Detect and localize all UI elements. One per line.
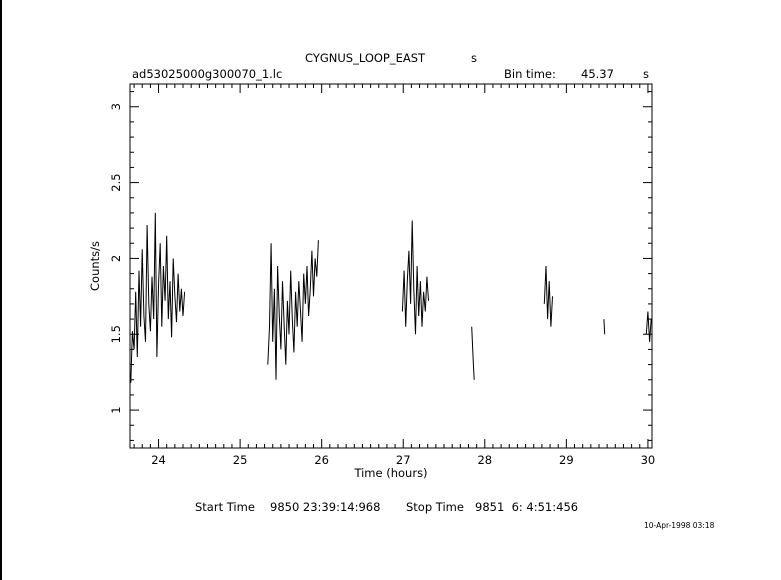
light-curve-segment-2 [267, 240, 319, 380]
y-tick-label: 2 [109, 255, 123, 262]
stop-time-value: 9851 6: 4:51:456 [475, 500, 579, 514]
bin-time-value: 45.37 [581, 67, 614, 81]
timestamp-stamp: 10-Apr-1998 03:18 [644, 521, 715, 530]
start-time-value: 9850 23:39:14:968 [270, 500, 381, 514]
window-left-border [0, 0, 2, 580]
bin-time-label: Bin time: [504, 67, 556, 81]
y-tick-label: 1 [109, 406, 123, 413]
x-tick-label: 26 [314, 453, 329, 467]
stop-time-label: Stop Time [406, 500, 464, 514]
object-title-unit: s [471, 51, 477, 65]
filename-label: ad53025000g300070_1.lc [132, 67, 283, 81]
data-series [130, 212, 652, 383]
object-title: CYGNUS_LOOP_EAST [305, 51, 426, 65]
x-tick-label: 30 [641, 453, 656, 467]
y-tick-label: 3 [109, 103, 123, 110]
y-tick-label: 2.5 [109, 173, 123, 191]
plot-frame [129, 83, 653, 449]
axis-ticks [130, 84, 652, 448]
x-tick-label: 29 [559, 453, 574, 467]
x-axis-label: Time (hours) [353, 466, 427, 480]
light-curve-segment-5 [543, 265, 553, 327]
y-tick-label: 1.5 [109, 325, 123, 343]
y-axis-label: Counts/s [88, 241, 102, 291]
light-curve-segment-3 [401, 220, 429, 335]
x-tick-label: 28 [477, 453, 492, 467]
x-tick-label: 27 [396, 453, 411, 467]
bin-time-unit: s [643, 67, 649, 81]
tick-labels: 24 25 26 27 28 29 30 1 1.5 2 2.5 3 [109, 103, 655, 467]
x-tick-label: 25 [233, 453, 248, 467]
light-curve-segment-4 [471, 326, 475, 380]
light-curve-segment-1 [130, 212, 186, 383]
light-curve-segment-7 [645, 311, 652, 342]
start-time-label: Start Time [195, 500, 255, 514]
x-tick-label: 24 [151, 453, 166, 467]
light-curve-segment-6 [603, 319, 606, 335]
